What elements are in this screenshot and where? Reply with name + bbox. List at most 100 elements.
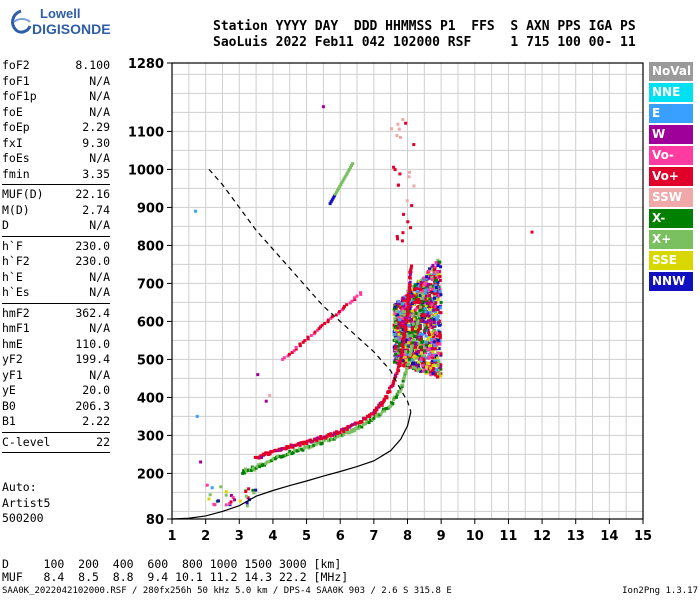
echo-pixel — [430, 368, 434, 372]
param-value: 20.0 — [82, 383, 110, 397]
echo-pixel — [430, 361, 434, 365]
x-trace-pixel — [251, 466, 255, 470]
o-trace-pixel — [375, 408, 379, 412]
o-trace-pixel — [406, 303, 410, 307]
echo-pixel — [419, 327, 423, 331]
o-trace-pixel — [335, 432, 339, 436]
echo-pixel — [433, 296, 437, 300]
echo-pixel — [419, 334, 423, 338]
echo-pixel — [422, 278, 426, 282]
echo-pixel — [408, 361, 412, 365]
echo-pixel — [423, 297, 427, 301]
echo-pixel — [400, 329, 404, 333]
echo-pixel — [407, 341, 411, 345]
echo-pixel — [405, 323, 409, 327]
param-separator — [2, 184, 110, 185]
echo-pixel — [424, 356, 428, 360]
echo-pixel — [415, 331, 419, 335]
o-trace-pixel — [404, 325, 408, 329]
x-trace-pixel — [306, 444, 310, 448]
param-row: foF2 8.100 — [2, 58, 110, 74]
echo-pixel — [431, 290, 435, 294]
echo-pixel — [424, 351, 428, 355]
o-trace-pixel — [365, 414, 369, 418]
o-trace-pixel — [377, 403, 381, 407]
echo-pixel — [411, 285, 415, 289]
echo-pixel — [433, 276, 437, 280]
o-trace-pixel — [408, 273, 412, 277]
x-trace-pixel — [258, 465, 262, 469]
oblique-echo-pixel — [336, 188, 340, 192]
echo-pixel — [394, 337, 398, 341]
o-trace-pixel — [264, 451, 268, 455]
echo-pixel — [434, 298, 438, 302]
legend-item: Vo- — [649, 146, 693, 165]
o-trace-pixel — [394, 373, 398, 377]
o-trace-pixel — [399, 356, 403, 360]
oblique-echo-pixel — [328, 202, 332, 206]
echo-pixel — [392, 313, 396, 317]
x-trace-pixel — [391, 401, 395, 405]
echo-pixel — [439, 306, 443, 310]
echo-pixel — [420, 332, 424, 336]
legend-item: NNE — [649, 83, 693, 102]
auto-version: 500200 — [2, 511, 44, 525]
x-tick-label: 14 — [600, 529, 618, 544]
o-trace-pixel — [403, 327, 407, 331]
echo-pixel — [420, 303, 424, 307]
echo-pixel — [433, 289, 437, 293]
o-trace-pixel — [255, 455, 259, 459]
echo-pixel — [432, 270, 436, 274]
echo-pixel — [401, 364, 405, 368]
echo-pixel — [419, 287, 423, 291]
echo-pixel — [398, 336, 402, 340]
x-trace-pixel — [413, 333, 417, 337]
o-trace-pixel — [373, 411, 377, 415]
echo-pixel — [408, 307, 412, 311]
echo-pixel — [430, 303, 434, 307]
echo-pixel — [402, 313, 406, 317]
echo-pixel — [429, 285, 433, 289]
echo-pixel — [423, 331, 427, 335]
echo-pixel — [434, 270, 438, 274]
param-row: foE N/A — [2, 105, 110, 121]
echo-pixel — [436, 263, 440, 267]
o-trace-pixel — [285, 445, 289, 449]
echo-pixel — [432, 329, 436, 333]
echo-pixel — [398, 342, 402, 346]
scatter-echo-pixel — [396, 183, 400, 187]
echo-pixel — [421, 284, 425, 288]
echo-pixel — [425, 277, 429, 281]
echo-pixel — [415, 289, 419, 293]
x-trace-pixel — [410, 344, 414, 348]
echo-pixel — [439, 367, 443, 371]
echo-pixel — [415, 356, 419, 360]
param-separator — [2, 431, 110, 433]
o-trace-pixel — [408, 282, 412, 286]
echo-pixel — [423, 349, 427, 353]
y-tick-label: 1280 — [128, 57, 164, 72]
echo-pixel — [414, 307, 418, 311]
echo-pixel — [401, 357, 405, 361]
echo-pixel — [396, 328, 400, 332]
echo-pixel — [424, 291, 428, 295]
digisonde-logo: Lowell DIGISONDE — [6, 6, 126, 46]
echo-pixel — [431, 350, 435, 354]
oblique-echo-pixel — [287, 352, 291, 356]
echo-pixel — [438, 275, 442, 279]
param-name: D — [2, 218, 9, 232]
echo-pixel — [431, 371, 435, 375]
x-trace-pixel — [401, 383, 405, 387]
echo-pixel — [433, 267, 437, 271]
echo-pixel — [400, 317, 404, 321]
o-trace-pixel — [410, 264, 414, 268]
oblique-echo-pixel — [319, 325, 323, 329]
low-echo-pixel — [252, 491, 256, 495]
isolated-echo-pixel — [194, 209, 198, 213]
echo-pixel — [399, 303, 403, 307]
echo-pixel — [430, 265, 434, 269]
oblique-echo-pixel — [330, 315, 334, 319]
echo-pixel — [419, 313, 423, 317]
echo-pixel — [409, 303, 413, 307]
param-row: B1 2.22 — [2, 414, 110, 430]
